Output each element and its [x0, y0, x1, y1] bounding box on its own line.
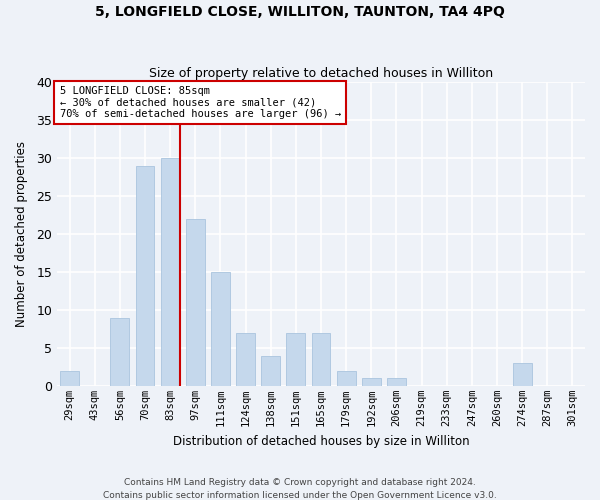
Bar [262, 356, 280, 386]
Bar [362, 378, 381, 386]
X-axis label: Distribution of detached houses by size in Williton: Distribution of detached houses by size … [173, 434, 469, 448]
Text: Contains HM Land Registry data © Crown copyright and database right 2024.
Contai: Contains HM Land Registry data © Crown c… [103, 478, 497, 500]
Bar [311, 332, 331, 386]
Y-axis label: Number of detached properties: Number of detached properties [15, 141, 28, 327]
Bar [110, 318, 130, 386]
Bar [186, 219, 205, 386]
Bar [136, 166, 154, 386]
Bar [513, 363, 532, 386]
Text: 5 LONGFIELD CLOSE: 85sqm
← 30% of detached houses are smaller (42)
70% of semi-d: 5 LONGFIELD CLOSE: 85sqm ← 30% of detach… [59, 86, 341, 119]
Bar [286, 332, 305, 386]
Title: Size of property relative to detached houses in Williton: Size of property relative to detached ho… [149, 66, 493, 80]
Text: 5, LONGFIELD CLOSE, WILLITON, TAUNTON, TA4 4PQ: 5, LONGFIELD CLOSE, WILLITON, TAUNTON, T… [95, 5, 505, 19]
Bar [236, 332, 255, 386]
Bar [161, 158, 179, 386]
Bar [387, 378, 406, 386]
Bar [337, 370, 356, 386]
Bar [60, 370, 79, 386]
Bar [211, 272, 230, 386]
